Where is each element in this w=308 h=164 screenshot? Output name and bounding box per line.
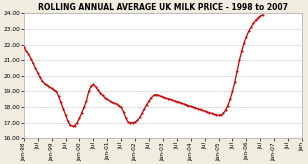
Title: ROLLING ANNUAL AVERAGE UK MILK PRICE - 1998 to 2007: ROLLING ANNUAL AVERAGE UK MILK PRICE - 1… xyxy=(38,3,288,12)
